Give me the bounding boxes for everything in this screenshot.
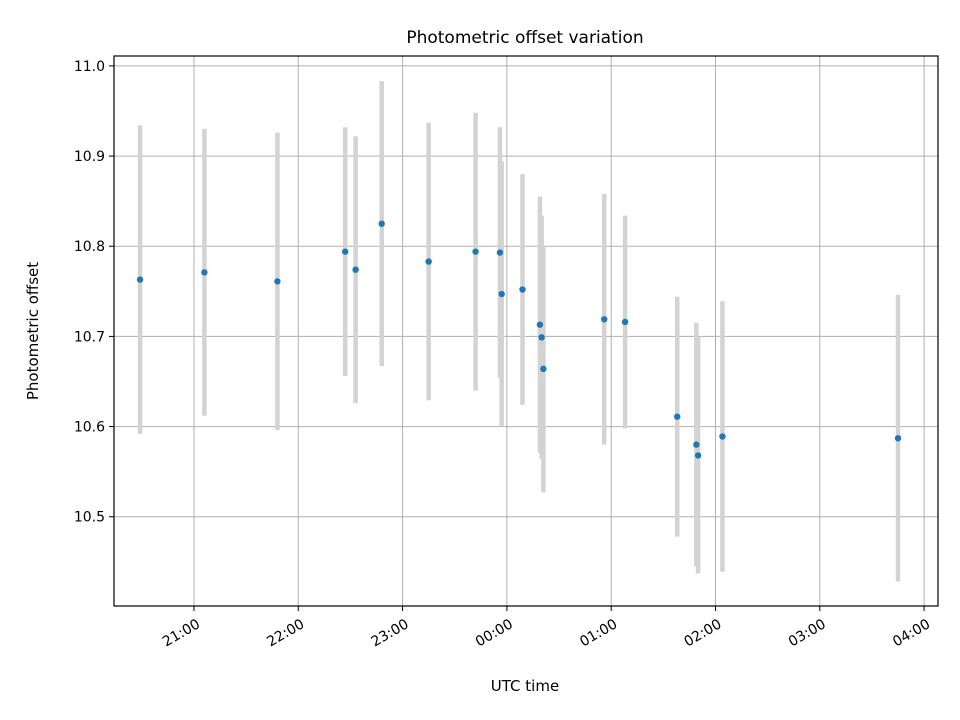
data-point xyxy=(201,269,208,276)
data-point xyxy=(519,286,526,293)
data-point xyxy=(694,452,702,459)
data-point xyxy=(496,249,504,256)
data-point xyxy=(352,266,359,273)
chart-title: Photometric offset variation xyxy=(406,28,643,48)
y-tick-label: 11.0 xyxy=(74,59,105,75)
plot-area-background xyxy=(114,56,938,606)
data-point xyxy=(674,413,681,420)
data-point xyxy=(136,276,144,283)
data-point xyxy=(378,220,385,227)
data-point xyxy=(540,365,547,373)
y-tick-label: 10.8 xyxy=(74,239,105,255)
y-tick-label: 10.7 xyxy=(74,329,105,345)
y-tick-label: 10.6 xyxy=(74,420,105,436)
x-axis-label: UTC time xyxy=(491,677,559,695)
y-axis-label: Photometric offset xyxy=(24,262,42,400)
data-point xyxy=(621,318,629,326)
data-point xyxy=(498,290,505,298)
data-point xyxy=(894,435,902,442)
grid-lines xyxy=(114,56,938,606)
data-point xyxy=(693,441,700,448)
data-point xyxy=(425,258,432,265)
y-tick-label: 10.9 xyxy=(74,149,105,165)
plot-frame xyxy=(113,55,939,607)
data-point xyxy=(601,316,608,323)
data-point xyxy=(472,248,479,255)
data-point xyxy=(719,433,726,440)
data-points xyxy=(136,220,902,459)
data-point xyxy=(274,278,281,285)
data-point xyxy=(538,334,545,341)
y-tick-label: 10.5 xyxy=(74,510,105,526)
data-point xyxy=(536,321,544,328)
data-point xyxy=(342,248,349,255)
